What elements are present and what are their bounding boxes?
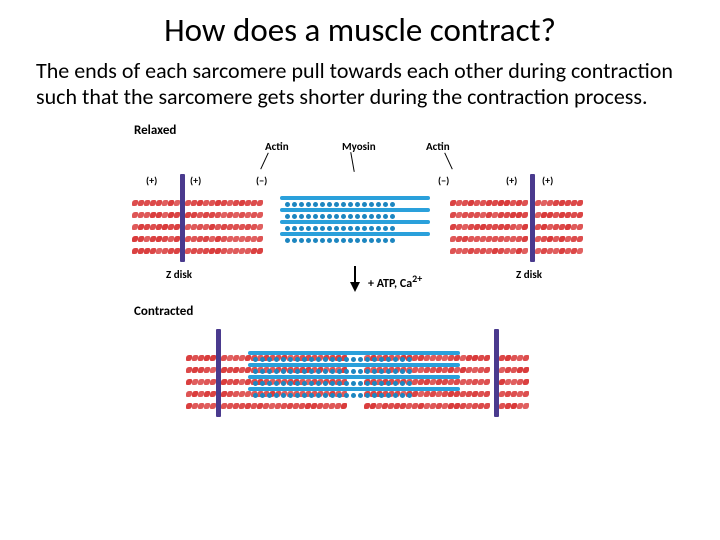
actin-filament [450, 204, 530, 212]
actin-filament [185, 228, 265, 236]
actin-filament [132, 216, 180, 224]
actin-filament [499, 383, 529, 391]
actin-filament [535, 228, 583, 236]
actin-filament [132, 240, 180, 248]
sarcomere-diagram: Relaxed Actin Myosin Actin (+)(+)(−)(−)(… [130, 123, 590, 421]
actin-filament [499, 371, 529, 379]
actin-filament [450, 216, 530, 224]
actin-label-right: Actin [426, 140, 450, 153]
myosin-filament [280, 208, 430, 212]
actin-filament [186, 371, 216, 379]
body-text: The ends of each sarcomere pull towards … [30, 58, 690, 111]
myosin-filament [280, 196, 430, 200]
actin-filament [499, 359, 529, 367]
contracted-label: Contracted [134, 304, 590, 319]
myosin-label: Myosin [342, 140, 376, 153]
page-title: How does a muscle contract? [30, 10, 690, 50]
actin-filament [185, 192, 265, 200]
myosin-filament [248, 351, 460, 355]
top-labels: Actin Myosin Actin [130, 140, 590, 166]
actin-filament [535, 216, 583, 224]
actin-filament [535, 204, 583, 212]
myosin-filament [248, 375, 460, 379]
atp-label: + ATP, Ca2+ [368, 272, 422, 291]
actin-filament [535, 240, 583, 248]
z-disk-label-right: Z disk [516, 268, 542, 281]
myosin-filament [248, 363, 460, 367]
actin-filament [450, 228, 530, 236]
actin-filament [186, 347, 216, 355]
contracted-sarcomere [188, 321, 528, 421]
actin-filament [185, 204, 265, 212]
myosin-filament [280, 220, 430, 224]
actin-filament [499, 395, 529, 403]
actin-filament [186, 359, 216, 367]
actin-filament [185, 240, 265, 248]
z-disk-label-left: Z disk [166, 268, 192, 281]
actin-filament [185, 216, 265, 224]
actin-filament [186, 395, 216, 403]
actin-filament [535, 192, 583, 200]
relaxed-label: Relaxed [134, 123, 590, 138]
myosin-filament [248, 387, 460, 391]
myosin-filament [280, 232, 430, 236]
actin-filament [132, 192, 180, 200]
actin-filament [186, 383, 216, 391]
actin-filament [450, 240, 530, 248]
actin-filament [499, 347, 529, 355]
actin-filament [132, 204, 180, 212]
mid-labels: Z disk Z disk + ATP, Ca2+ [130, 266, 590, 300]
actin-label-left: Actin [265, 140, 289, 153]
arrow-down-icon [350, 282, 360, 292]
actin-filament [132, 228, 180, 236]
actin-filament [450, 192, 530, 200]
relaxed-sarcomere: (+)(+)(−)(−)(+)(+) [130, 166, 590, 266]
